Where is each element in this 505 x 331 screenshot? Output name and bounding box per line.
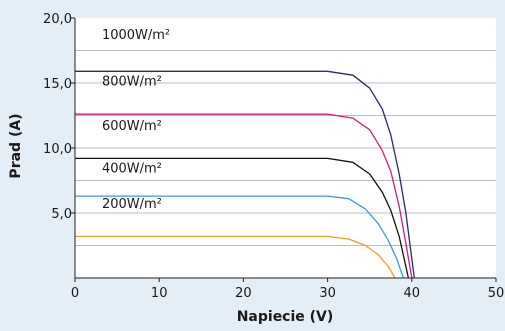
series-line-2 [75, 157, 410, 279]
x-tick-label: 0 [71, 286, 79, 301]
series-label-0: 1000W/m² [102, 28, 170, 43]
series-label-2: 600W/m² [102, 119, 162, 134]
series-label-3: 400W/m² [102, 162, 162, 177]
y-axis-title: Prad (A) [8, 113, 24, 178]
grid-layer [75, 18, 496, 278]
series-line-4 [75, 235, 396, 279]
series-labels-layer: 1000W/m² 800W/m² 600W/m² 400W/m² 200W/m² [102, 28, 170, 212]
y-tick-label: 15,0 [43, 77, 72, 92]
x-tick-label: 20 [235, 286, 252, 301]
series-layer [75, 70, 415, 279]
series-line-1 [75, 113, 413, 279]
y-tick-label: 20,0 [43, 12, 72, 27]
x-tick-label: 50 [488, 286, 505, 301]
x-tick-label: 10 [151, 286, 168, 301]
x-tick-label: 40 [404, 286, 421, 301]
series-line-3 [75, 195, 405, 279]
y-tick-label: 5,0 [51, 207, 72, 222]
series-label-4: 200W/m² [102, 197, 162, 212]
x-axis-title: Napiecie (V) [237, 309, 334, 325]
axis-layer: 0 10 20 30 40 50 5,0 10,0 15,0 20,0 [43, 12, 504, 301]
series-line-0 [75, 70, 415, 279]
x-tick-label: 30 [319, 286, 336, 301]
y-tick-label: 10,0 [43, 142, 72, 157]
series-label-1: 800W/m² [102, 75, 162, 90]
